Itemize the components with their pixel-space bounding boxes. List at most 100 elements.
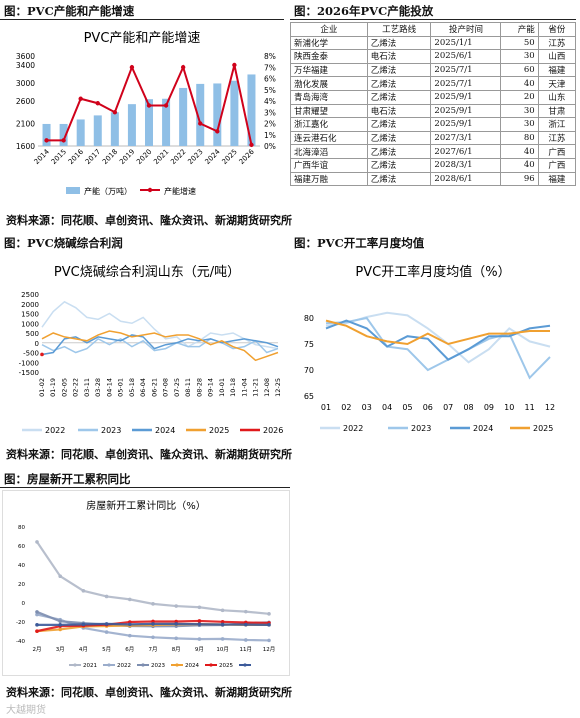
x-tick-label: 07 (443, 403, 453, 412)
table-cell: 连云港石化 (290, 130, 368, 146)
y-right-tick-label: 3% (264, 108, 276, 117)
growth-point (198, 121, 203, 126)
series-point (81, 589, 86, 593)
series-line (41, 300, 279, 350)
legend-label-capacity: 产能（万吨） (84, 186, 132, 196)
table-cell: 广西 (537, 157, 577, 173)
table-cell: 乙烯法 (366, 130, 432, 146)
x-tick-label: 10 (504, 403, 514, 412)
x-tick-label: 02-05 (60, 378, 68, 397)
legend-label: 2023 (151, 663, 165, 669)
table-cell: 2028/3/1 (430, 157, 502, 173)
table-row: 连云港石化 乙烯法 2027/3/1 80 江苏 (290, 130, 577, 146)
x-tick-label: 7月 (149, 646, 158, 653)
growth-point (44, 138, 49, 143)
source-note-3: 资料来源：同花顺、卓创资讯、隆众资讯、新湖期货研究所 (6, 686, 292, 699)
x-tick-label: 10-01 (218, 378, 226, 397)
legend-swatch-capacity (66, 187, 80, 194)
legend-marker (243, 663, 247, 667)
table-cell: 山西 (537, 49, 577, 64)
y-right-tick-label: 0% (264, 142, 276, 151)
series-point (197, 637, 202, 641)
series-point (220, 608, 225, 613)
x-tick-label: 01-02 (38, 378, 46, 397)
table-cell: 40 (500, 144, 539, 159)
legend-label: 2023 (411, 424, 431, 433)
table-cell: 2027/3/1 (430, 130, 502, 146)
table-row: 浙江嘉化 乙烯法 2025/9/1 30 浙江 (290, 117, 577, 132)
series-point (35, 610, 39, 614)
y-right-tick-label: 1% (264, 131, 276, 140)
x-tick-label: 2022 (169, 148, 187, 166)
series-point (244, 609, 248, 614)
table-cell: 广西华谊 (290, 157, 368, 173)
table-cell: 2025/7/1 (430, 76, 502, 91)
x-tick-label: 04 (382, 403, 392, 412)
series-point (35, 612, 39, 617)
series-point (174, 604, 178, 608)
series-point (58, 627, 62, 632)
table-cell: 40 (500, 157, 539, 173)
table-cell: 天津 (537, 76, 577, 91)
y-tick-label: 1000 (21, 320, 39, 328)
chart-title: 房屋新开工累计同比（%） (86, 499, 206, 512)
table-row: 广西华谊 乙烯法 2028/3/1 40 广西 (290, 157, 577, 173)
capacity-bar (247, 74, 256, 146)
x-tick-label: 2024 (203, 147, 222, 166)
table-cell: 乙烯法 (366, 144, 432, 159)
series-point (244, 622, 248, 627)
capacity-bar (230, 80, 239, 146)
series-point (35, 623, 39, 627)
x-tick-label: 06 (423, 403, 433, 412)
series-point (267, 623, 271, 627)
x-tick-label: 3月 (56, 646, 65, 653)
y-left-tick-label: 3400 (16, 61, 35, 70)
series-point (104, 622, 109, 626)
y-tick-label: 40 (18, 563, 25, 569)
capacity-chart-panel: PVC产能和产能增速 1600 2100 2600 3000 3400 3600 0% 1% 2%… (2, 22, 282, 204)
growth-point (95, 101, 100, 106)
capacity-bar (179, 87, 188, 146)
growth-point (78, 96, 83, 101)
profit-chart: PVC烧碱综合利润山东（元/吨） -1500 -1000-500 0 500 100015… (19, 265, 284, 435)
x-tick-label: 09 (484, 403, 494, 412)
series-point (174, 636, 178, 641)
y-right-tick-label: 6% (264, 75, 276, 84)
projects-table-panel: 企业 工艺路线 投产时间 产能 省份 新浦化学 乙烯法 2025/1/1 50 江苏 陕西金泰 电石… (290, 22, 577, 204)
y-right-tick-label: 7% (264, 63, 276, 72)
x-tick-label: 2023 (186, 148, 204, 166)
table-cell: 福建万融 (290, 171, 368, 187)
table-cell: 2025/9/1 (430, 103, 502, 119)
x-tick-label: 02 (341, 403, 351, 412)
housing-chart-panel: 房屋新开工累计同比（%） -40 -20 0 20 40 60 80 2月 3月 4月 5月 6月 7月 8… (2, 490, 290, 676)
x-tick-label: 2021 (152, 148, 170, 166)
table-row: 福建万融 乙烯法 2028/6/1 96 福建 (290, 171, 577, 187)
y-tick-label: -1500 (19, 369, 39, 377)
table-header-cell: 投产时间 (430, 22, 502, 37)
growth-point (112, 110, 118, 115)
y-tick-label: -1000 (19, 359, 39, 367)
y-tick-label: 500 (26, 330, 39, 338)
series-point (104, 630, 109, 634)
legend-marker-growth (147, 187, 153, 193)
capacity-bar (42, 123, 51, 146)
table-cell: 2025/6/1 (430, 49, 502, 64)
table-cell: 乙烯法 (366, 76, 432, 91)
x-tick-label: 05 (402, 403, 412, 412)
table-cell: 电石法 (366, 49, 432, 64)
table-row: 陕西金泰 电石法 2025/6/1 30 山西 (290, 49, 577, 64)
series-point (267, 638, 271, 643)
table-cell: 甘肃耀望 (290, 103, 368, 119)
series-line (325, 319, 551, 361)
x-tick-label: 2015 (50, 148, 68, 166)
chart-title: PVC开工率月度均值（%） (355, 264, 510, 280)
series-point (40, 352, 44, 357)
series-point (197, 619, 202, 623)
table-cell: 乙烯法 (366, 157, 432, 173)
series-point (58, 623, 62, 627)
table-cell: 陕西金泰 (290, 49, 368, 64)
series-point (151, 619, 155, 624)
table-cell: 30 (500, 103, 539, 119)
x-tick-label: 10月 (216, 646, 229, 653)
